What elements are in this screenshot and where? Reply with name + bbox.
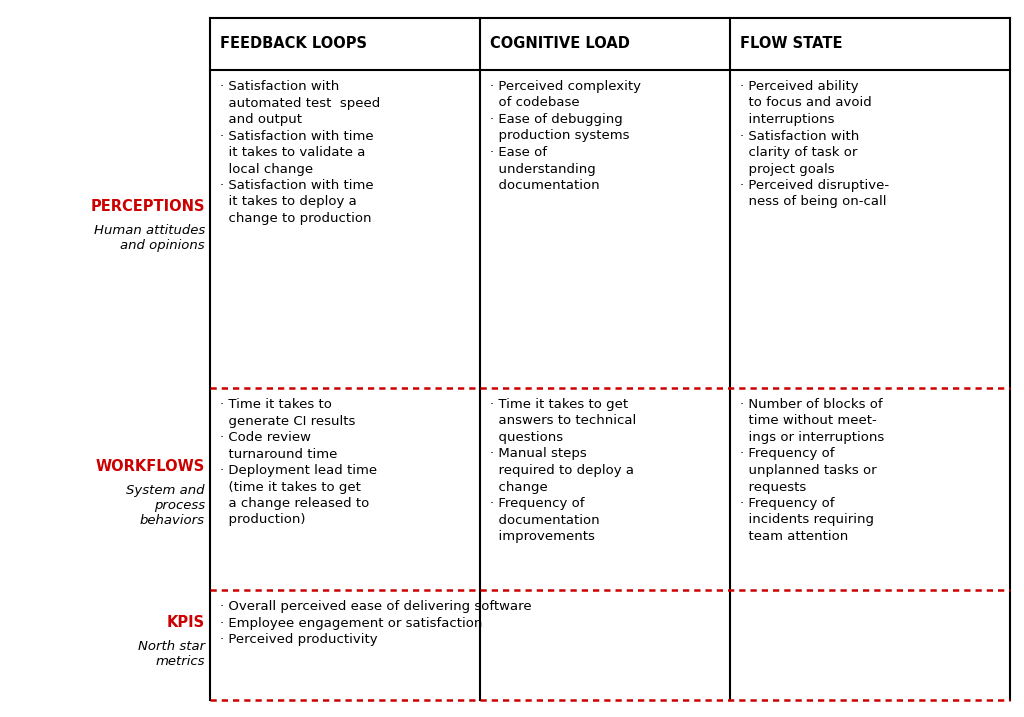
Text: FLOW STATE: FLOW STATE xyxy=(740,37,843,52)
Text: KPIS: KPIS xyxy=(167,615,205,630)
Text: System and
process
behaviors: System and process behaviors xyxy=(127,484,205,527)
Text: WORKFLOWS: WORKFLOWS xyxy=(96,459,205,474)
Text: Human attitudes
and opinions: Human attitudes and opinions xyxy=(94,224,205,252)
Text: · Time it takes to
  generate CI results
· Code review
  turnaround time
· Deplo: · Time it takes to generate CI results ·… xyxy=(220,398,377,526)
Text: FEEDBACK LOOPS: FEEDBACK LOOPS xyxy=(220,37,367,52)
Text: PERCEPTIONS: PERCEPTIONS xyxy=(90,199,205,214)
Text: · Perceived ability
  to focus and avoid
  interruptions
· Satisfaction with
  c: · Perceived ability to focus and avoid i… xyxy=(740,80,889,209)
Text: COGNITIVE LOAD: COGNITIVE LOAD xyxy=(490,37,630,52)
Text: · Perceived complexity
  of codebase
· Ease of debugging
  production systems
· : · Perceived complexity of codebase · Eas… xyxy=(490,80,641,192)
Text: · Satisfaction with
  automated test  speed
  and output
· Satisfaction with tim: · Satisfaction with automated test speed… xyxy=(220,80,380,225)
Text: North star
metrics: North star metrics xyxy=(138,640,205,668)
Text: · Time it takes to get
  answers to technical
  questions
· Manual steps
  requi: · Time it takes to get answers to techni… xyxy=(490,398,636,543)
Text: · Overall perceived ease of delivering software
· Employee engagement or satisfa: · Overall perceived ease of delivering s… xyxy=(220,600,531,646)
Text: · Number of blocks of
  time without meet-
  ings or interruptions
· Frequency o: · Number of blocks of time without meet-… xyxy=(740,398,885,543)
